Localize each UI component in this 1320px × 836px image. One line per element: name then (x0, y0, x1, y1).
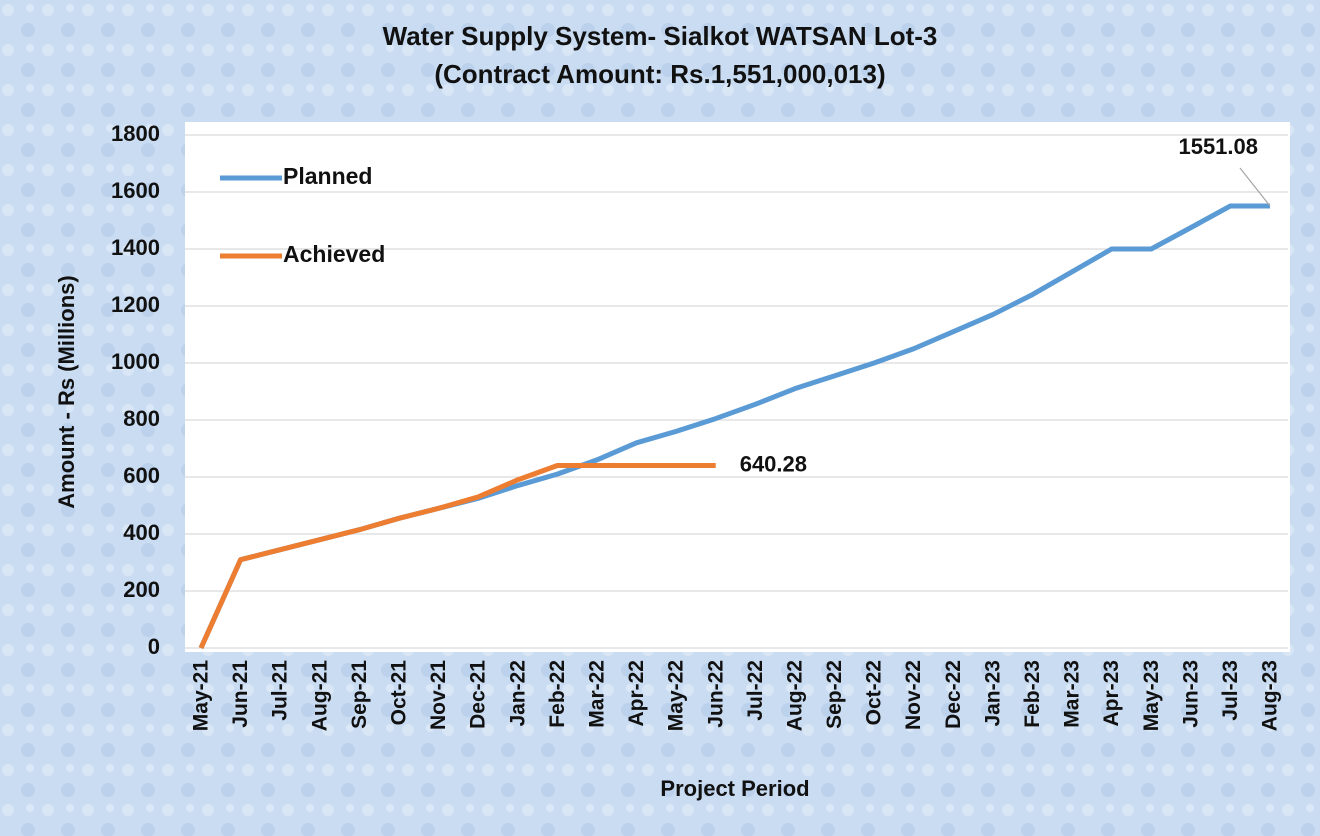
x-tick-label: Jan-23 (981, 660, 1004, 727)
x-tick-label: Dec-21 (467, 660, 490, 729)
plot-area (185, 122, 1290, 652)
x-tick-label: Aug-22 (783, 660, 806, 731)
leader-line (1239, 167, 1271, 207)
x-tick-label: Oct-22 (863, 660, 886, 725)
y-tick-label: 400 (123, 520, 160, 545)
x-tick-label: Jun-22 (704, 660, 727, 728)
x-tick-label: Jul-23 (1219, 660, 1242, 721)
x-tick-label: Nov-22 (902, 660, 925, 730)
chart-title: Water Supply System- Sialkot WATSAN Lot-… (383, 21, 938, 51)
x-tick-label: Oct-21 (388, 660, 411, 726)
x-tick-label: Jan-22 (506, 660, 529, 727)
y-tick-label: 800 (123, 406, 160, 431)
y-tick-label: 200 (123, 577, 160, 602)
x-tick-label: Jun-21 (229, 660, 252, 728)
x-tick-label: Jul-22 (744, 660, 767, 721)
x-tick-label: May-21 (190, 660, 213, 732)
x-tick-label: Sep-22 (823, 660, 846, 729)
x-tick-label: Mar-22 (585, 660, 608, 728)
y-tick-label: 600 (123, 463, 160, 488)
x-tick-label: Apr-22 (625, 660, 648, 727)
y-tick-label: 0 (148, 634, 160, 659)
y-tick-label: 1400 (111, 235, 160, 260)
x-tick-label: May-22 (665, 660, 688, 731)
x-tick-label: Jul-21 (269, 660, 292, 721)
x-tick-label: Sep-21 (348, 660, 371, 729)
x-tick-label: Jun-23 (1179, 660, 1202, 728)
y-tick-label: 1600 (111, 178, 160, 203)
y-tick-label: 1000 (111, 349, 160, 374)
x-tick-label: Feb-22 (546, 660, 569, 728)
data-label: 640.28 (740, 451, 807, 476)
x-tick-label: Aug-23 (1259, 660, 1282, 731)
y-axis-title: Amount - Rs (Millions) (54, 275, 79, 508)
x-axis-title: Project Period (660, 776, 809, 801)
x-tick-label: Mar-23 (1061, 660, 1084, 728)
x-tick-label: Aug-21 (308, 660, 331, 731)
series-line (198, 463, 716, 650)
legend-label: Planned (283, 163, 372, 189)
y-tick-label: 1200 (111, 292, 160, 317)
x-tick-label: Apr-23 (1100, 660, 1123, 727)
data-label: 1551.08 (1178, 134, 1258, 159)
x-tick-label: Dec-22 (942, 660, 965, 729)
chart-subtitle: (Contract Amount: Rs.1,551,000,013) (434, 59, 885, 89)
x-tick-label: May-23 (1140, 660, 1163, 731)
x-tick-label: Feb-23 (1021, 660, 1044, 728)
y-tick-label: 1800 (111, 121, 160, 146)
x-tick-label: Nov-21 (427, 660, 450, 730)
legend-label: Achieved (283, 241, 385, 267)
